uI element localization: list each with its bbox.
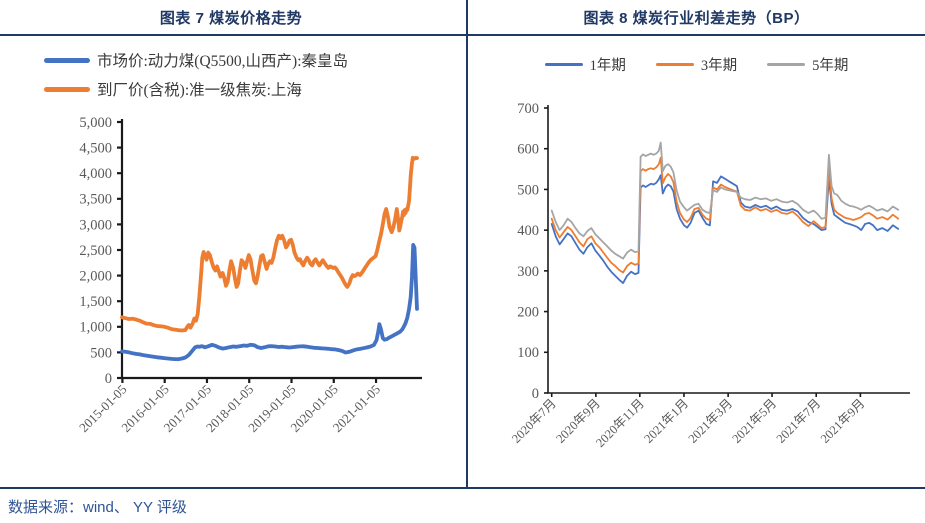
legend-label: 3年期 [700, 58, 738, 74]
x-tick-label: 2021年5月 [729, 396, 779, 446]
coal-price-line-chart: 0 500 1,000 1,500 2,000 2,500 3,000 3,500 4,000 4… [76, 115, 422, 435]
series-line-1 [120, 155, 419, 333]
footer-rule [0, 487, 925, 489]
left-chart-title: 图表 7 煤炭价格走势 [159, 10, 303, 27]
x-tick-label: 2020年11月 [593, 396, 647, 450]
y-tick-label: 100 [517, 345, 539, 361]
y-tick-label: 300 [517, 264, 539, 280]
legend-label: 到厂价(含税):准一级焦炭:上海 [97, 82, 302, 99]
y-tick-label: 2,000 [79, 269, 112, 285]
series-line-0 [120, 242, 419, 362]
legend-label: 市场价:动力煤(Q5500,山西产):秦皇岛 [97, 53, 349, 70]
y-tick-label: 3,000 [79, 217, 112, 233]
legend-item: 3年期 [655, 54, 738, 75]
legend-swatch-line [44, 57, 90, 63]
y-tick-label: 3,500 [79, 192, 112, 208]
y-tick-label: 500 [517, 182, 539, 198]
y-tick-label: 4,000 [79, 166, 112, 182]
y-tick-label: 400 [517, 223, 539, 239]
series-line-0 [550, 174, 900, 285]
left-chart-legend: 市场价:动力煤(Q5500,山西产):秦皇岛 到厂价(含税):准一级焦炭:上海 [44, 49, 348, 100]
y-tick-label: 5,000 [79, 115, 112, 131]
x-tick-label: 2021年9月 [818, 396, 868, 446]
x-tick-label: 2021年1月 [641, 396, 691, 446]
y-tick-label: 0 [105, 371, 112, 387]
y-tick-label: 700 [517, 101, 539, 117]
panel-divider [466, 0, 468, 488]
x-tick-label: 2021年3月 [686, 396, 736, 446]
right-chart-title: 图表 8 煤炭行业利差走势（BP） [583, 10, 810, 27]
coal-spread-line-chart: 01002003004005006007002020年7月2020年9月2020… [509, 101, 910, 450]
legend-swatch-line [544, 63, 583, 66]
source-note: 数据来源：wind、 YY 评级 [8, 499, 187, 516]
y-tick-label: 1,500 [79, 294, 112, 310]
title-underline-rule [0, 34, 925, 36]
y-tick-label: 4,500 [79, 141, 112, 157]
right-chart-legend: 1年期 3年期 5年期 [468, 54, 925, 75]
legend-swatch-line [767, 63, 806, 66]
legend-item: 市场价:动力煤(Q5500,山西产):秦皇岛 [44, 49, 348, 71]
series-line-1 [550, 156, 900, 274]
y-tick-label: 500 [90, 345, 112, 361]
y-tick-label: 1,000 [79, 320, 112, 336]
legend-swatch-line [44, 86, 90, 92]
y-tick-label: 2,500 [79, 243, 112, 259]
series-line-2 [550, 141, 900, 260]
legend-label: 5年期 [812, 58, 849, 74]
legend-swatch-line [655, 63, 694, 66]
legend-label: 1年期 [589, 58, 626, 74]
x-tick-label: 2020年7月 [509, 396, 559, 446]
legend-item: 5年期 [767, 54, 848, 75]
legend-item: 1年期 [544, 54, 626, 75]
y-tick-label: 200 [517, 305, 539, 321]
x-tick-label: 2021年7月 [774, 396, 824, 446]
y-tick-label: 0 [532, 386, 539, 402]
y-tick-label: 600 [517, 142, 539, 158]
legend-item: 到厂价(含税):准一级焦炭:上海 [44, 78, 348, 100]
